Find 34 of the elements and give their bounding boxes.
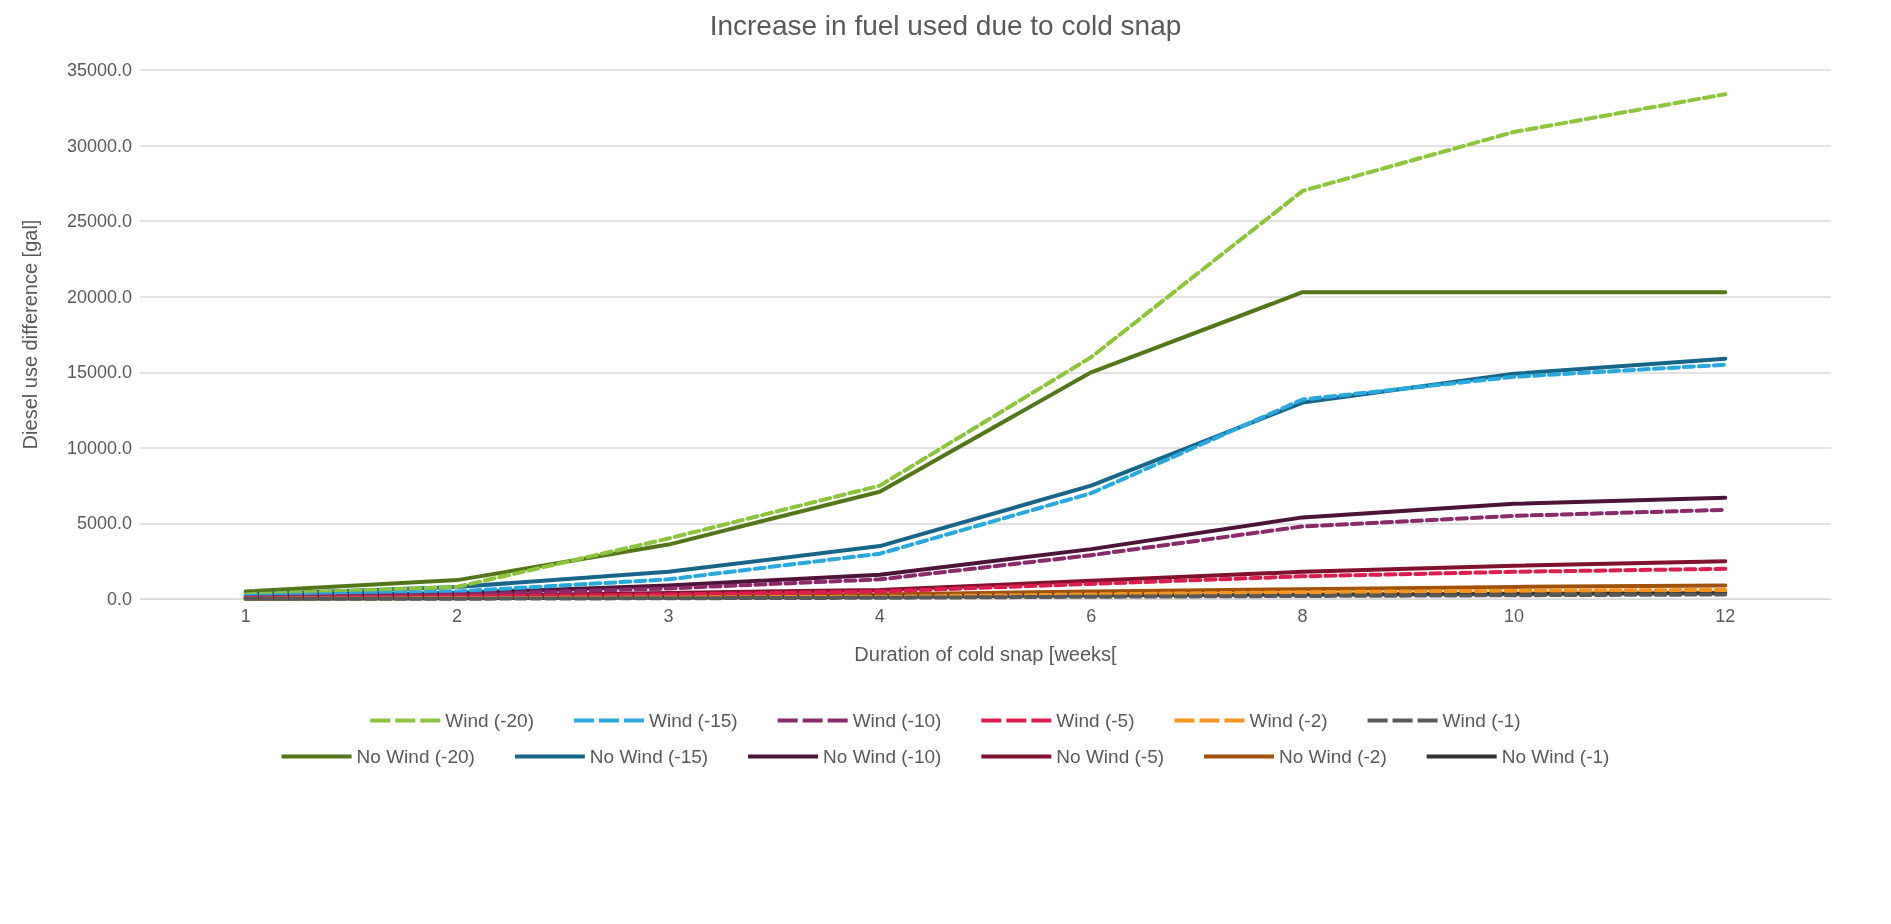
y-tick-label: 5000.0 — [76, 513, 132, 534]
line-series — [243, 566, 1728, 601]
legend-label: Wind (-15) — [648, 710, 738, 731]
legend-label: No Wind (-10) — [823, 746, 942, 767]
legend-label: Wind (-1) — [1442, 710, 1521, 731]
line-series — [243, 92, 1728, 597]
legend-label: No Wind (-5) — [1056, 746, 1165, 767]
y-tick-label: 15000.0 — [66, 362, 132, 383]
legend-label: No Wind (-20) — [356, 746, 475, 767]
x-tick-label: 8 — [1297, 606, 1308, 626]
y-tick-label: 10000.0 — [66, 437, 132, 458]
line-series — [243, 290, 1728, 594]
x-tick-label: 1 — [240, 606, 251, 626]
y-tick-label: 0.0 — [106, 589, 132, 609]
legend-label: Wind (-20) — [445, 710, 534, 731]
legend-label: Wind (-10) — [852, 710, 942, 731]
legend-label: No Wind (-15) — [589, 746, 709, 767]
x-tick-label: 12 — [1715, 606, 1736, 626]
legend-label: No Wind (-2) — [1279, 746, 1387, 767]
chart-title: Increase in fuel used due to cold snap — [709, 9, 1182, 41]
y-axis-title: Diesel use difference [gal] — [19, 219, 41, 450]
y-tick-label: 35000.0 — [66, 60, 132, 80]
legend-label: Wind (-5) — [1056, 710, 1135, 731]
x-tick-label: 2 — [452, 606, 463, 626]
legend-label: No Wind (-1) — [1501, 746, 1610, 767]
x-axis-title: Duration of cold snap [weeks[ — [854, 643, 1118, 665]
x-tick-label: 6 — [1086, 606, 1097, 626]
y-tick-label: 30000.0 — [66, 135, 132, 156]
y-tick-label: 25000.0 — [66, 211, 132, 232]
x-tick-label: 4 — [874, 606, 885, 626]
y-tick-label: 20000.0 — [66, 286, 132, 307]
legend-label: Wind (-2) — [1249, 710, 1328, 731]
x-tick-label: 10 — [1503, 606, 1524, 626]
x-tick-label: 3 — [663, 606, 674, 626]
